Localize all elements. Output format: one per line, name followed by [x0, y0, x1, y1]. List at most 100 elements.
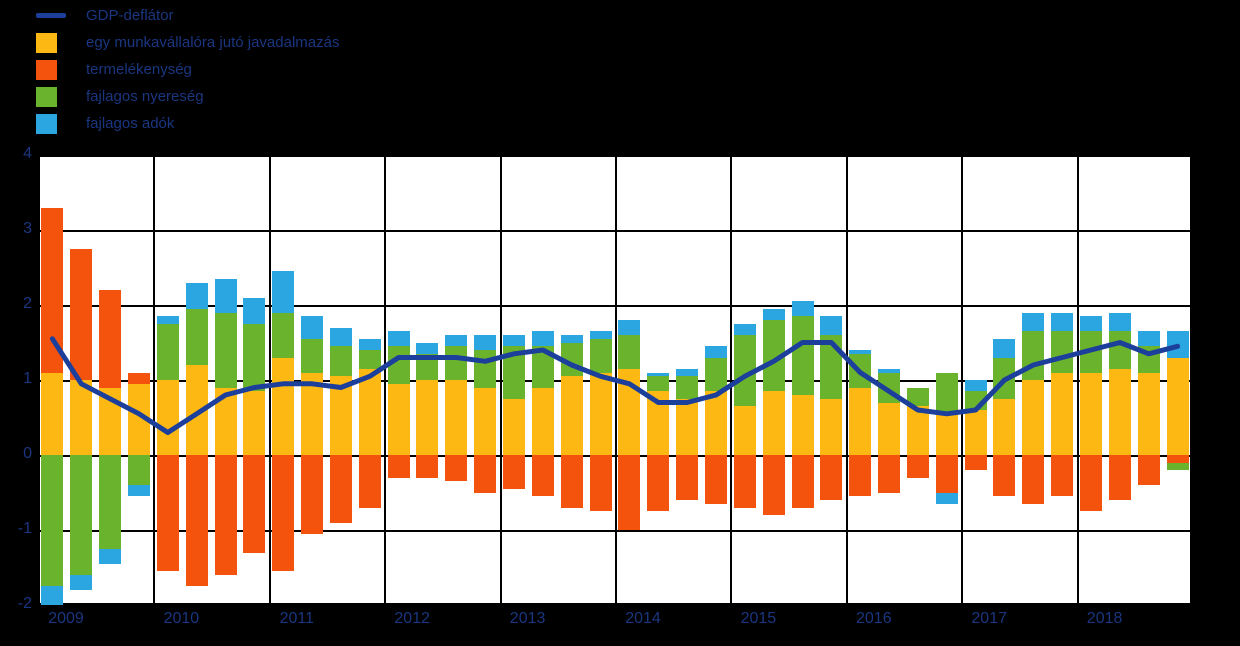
bar-segment [704, 455, 727, 504]
legend-item: GDP-deflátor [36, 2, 339, 29]
bar-segment [964, 410, 987, 455]
bar-segment [358, 368, 381, 455]
bar-segment [329, 376, 352, 455]
bar-segment [531, 346, 554, 388]
bar-segment [41, 455, 64, 587]
bar-segment [127, 485, 150, 497]
legend-item: fajlagos nyereség [36, 83, 339, 110]
gridline-v [845, 155, 848, 605]
x-axis-label: 2009 [48, 610, 84, 627]
gridline-v [1076, 155, 1079, 605]
bar-segment [935, 413, 958, 455]
bar-segment [647, 391, 670, 455]
bar-segment [1108, 312, 1131, 332]
x-axis-label: 2010 [163, 610, 200, 627]
bar-segment [243, 323, 266, 392]
bar-segment [99, 455, 122, 549]
bar-segment [878, 402, 901, 455]
unit-taxes-swatch-icon [36, 113, 57, 134]
bar-segment [618, 455, 641, 530]
bar-segment [474, 387, 497, 455]
bar-segment [993, 455, 1016, 497]
bar-segment [1080, 372, 1103, 455]
bar-segment [1051, 455, 1074, 497]
bar-segment [906, 406, 929, 455]
bar-segment [906, 387, 929, 407]
gridline-v [730, 155, 733, 605]
bar-segment [878, 368, 901, 373]
bar-segment [733, 455, 756, 508]
bar-segment [156, 455, 179, 572]
chart-plot [38, 155, 1192, 605]
bar-segment [733, 406, 756, 455]
bar-segment [1051, 331, 1074, 373]
bar-segment [416, 455, 439, 478]
bar-segment [1166, 462, 1189, 470]
bar-segment [70, 380, 93, 455]
bar-segment [935, 455, 958, 493]
bar-segment [849, 455, 872, 497]
bar-segment [214, 278, 237, 313]
bar-segment [1022, 380, 1045, 455]
y-axis-label: 1 [23, 370, 32, 387]
bar-segment [70, 248, 93, 380]
bar-segment [127, 455, 150, 485]
bar-segment [1022, 455, 1045, 504]
bar-segment [531, 387, 554, 455]
bar-segment [589, 455, 612, 512]
bar-segment [70, 455, 93, 575]
bar-segment [589, 372, 612, 455]
bar-segment [156, 380, 179, 455]
gdp-line-marker-icon [36, 13, 66, 18]
gridline-v [38, 155, 40, 605]
x-axis-label: 2013 [509, 610, 546, 627]
legend: GDP-deflátor egy munkavállalóra jutó jav… [36, 2, 339, 137]
bar-segment [1022, 312, 1045, 332]
y-axis-label: 2 [23, 295, 32, 312]
x-axis-label: 2011 [279, 610, 314, 627]
bar-segment [416, 342, 439, 354]
bar-segment [704, 346, 727, 358]
bar-segment [301, 455, 324, 534]
bar-segment [329, 455, 352, 523]
bar-segment [301, 316, 324, 339]
legend-label: fajlagos adók [86, 115, 175, 132]
bar-segment [531, 331, 554, 347]
bar-segment [1108, 368, 1131, 455]
bar-segment [474, 455, 497, 493]
bar-segment [676, 455, 699, 500]
bar-segment [733, 323, 756, 335]
legend-item: egy munkavállalóra jutó javadalmazás [36, 29, 339, 56]
bar-segment [70, 575, 93, 590]
bar-segment [329, 327, 352, 347]
legend-item: termelékenység [36, 56, 339, 83]
bar-segment [791, 395, 814, 455]
x-axis-label: 2012 [394, 610, 430, 627]
legend-label: fajlagos nyereség [86, 88, 204, 105]
bar-segment [733, 335, 756, 407]
bar-segment [387, 331, 410, 347]
bar-segment [445, 335, 468, 347]
bar-segment [820, 398, 843, 455]
gridline-v [961, 155, 964, 605]
productivity-swatch-icon [36, 59, 57, 80]
bar-segment [618, 320, 641, 335]
bar-segment [935, 372, 958, 414]
bar-segment [387, 455, 410, 478]
bar-segment [214, 387, 237, 455]
legend-label: GDP-deflátor [86, 7, 174, 24]
bar-segment [416, 380, 439, 455]
legend-label: egy munkavállalóra jutó javadalmazás [86, 34, 340, 51]
bar-segment [387, 383, 410, 455]
bar-segment [762, 320, 785, 392]
bar-segment [1137, 331, 1160, 347]
bar-segment [762, 391, 785, 455]
gridline-v [268, 155, 271, 605]
bar-segment [647, 455, 670, 512]
bar-segment [127, 372, 150, 384]
unit-profit-swatch-icon [36, 86, 57, 107]
bar-segment [791, 455, 814, 508]
bar-segment [589, 338, 612, 373]
bar-segment [791, 316, 814, 395]
bar-segment [99, 290, 122, 388]
